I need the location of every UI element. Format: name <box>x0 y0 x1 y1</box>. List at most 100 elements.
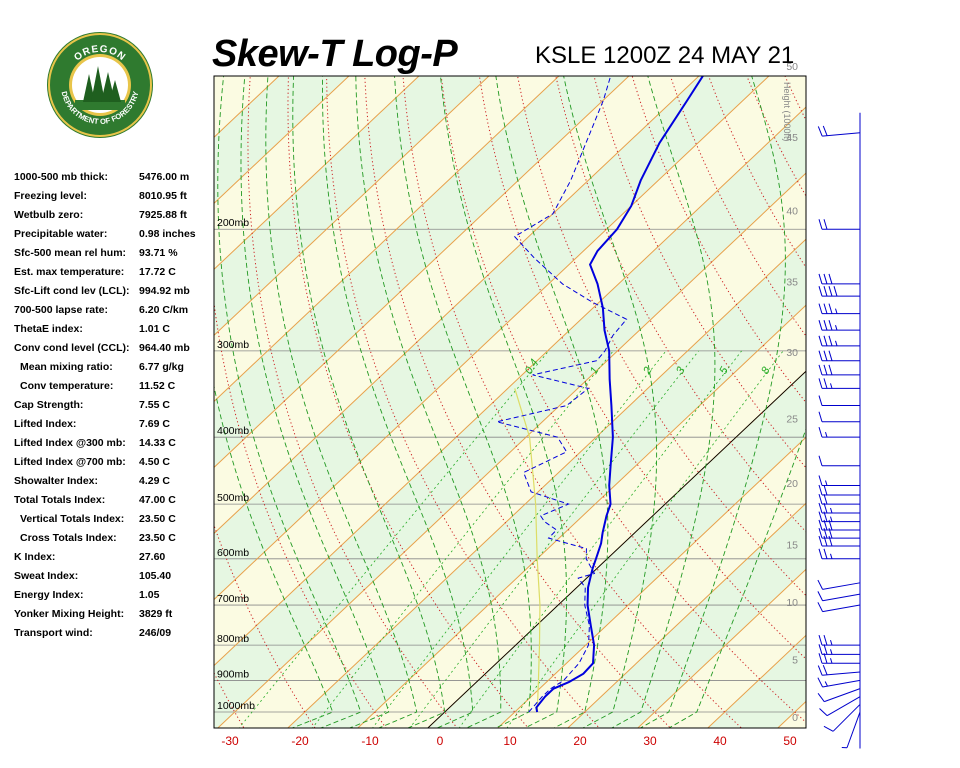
index-value: 1.01 C <box>139 323 170 335</box>
index-value: 105.40 <box>139 570 172 582</box>
temperature-profile-line <box>535 76 705 713</box>
index-label: Cross Totals Index: <box>20 532 117 544</box>
height-tick-label: 30 <box>786 347 798 359</box>
wind-barb-flag <box>817 665 823 676</box>
wind-barb-flag <box>823 320 828 331</box>
wind-barb-half-flag <box>835 325 838 331</box>
wind-barb-flag <box>818 519 823 531</box>
wind-barb <box>818 634 860 646</box>
wind-barb-half-flag <box>830 507 833 514</box>
isotherm-line <box>0 0 198 741</box>
wind-barb <box>818 320 860 331</box>
wind-barb-flag <box>818 484 823 496</box>
index-value: 5476.00 m <box>139 171 190 183</box>
wind-barb-flag <box>828 273 833 285</box>
wind-barb <box>818 335 860 347</box>
index-label: Sfc-Lift cond lev (LCL): <box>14 285 130 297</box>
dry-adiabat-line <box>877 0 960 741</box>
wind-barb-flag <box>818 511 823 522</box>
plot-border <box>213 75 807 729</box>
index-value: 7925.88 ft <box>139 209 187 221</box>
x-tick-label: -10 <box>361 734 379 748</box>
wind-barb-flag <box>823 303 828 314</box>
index-value: 14.33 C <box>139 437 176 449</box>
dry-adiabat-line <box>440 76 806 723</box>
moist-adiabat-line <box>265 76 418 728</box>
wind-barb <box>818 548 860 560</box>
wind-barb-shaft <box>822 671 861 676</box>
isotherm-line <box>0 0 128 741</box>
wind-barb-flag <box>817 126 823 137</box>
index-value: 964.40 mb <box>139 342 190 354</box>
wind-barb-flag <box>822 125 828 136</box>
height-tick-label: 40 <box>786 206 798 218</box>
isotherm-band <box>214 107 806 728</box>
pressure-label: 300mb <box>217 339 249 351</box>
wind-barb-half-flag <box>825 432 828 438</box>
dewpoint-profile-line <box>496 76 628 713</box>
wind-barb-shaft <box>824 688 861 703</box>
wind-barb <box>817 602 861 613</box>
wind-barb-half-flag <box>830 639 833 646</box>
index-value: 0.98 inches <box>139 228 196 240</box>
index-label: Lifted Index @300 mb: <box>14 437 126 449</box>
wind-barb-flag <box>823 364 828 376</box>
wind-barb-flag <box>817 591 824 601</box>
index-value: 8010.95 ft <box>139 190 187 202</box>
wind-barb <box>818 303 860 315</box>
index-label: Sweat Index: <box>14 570 79 582</box>
wind-barb-shaft <box>832 704 861 732</box>
dry-adiabat-line <box>402 76 743 728</box>
wind-barb-flag <box>823 644 828 655</box>
wind-barb-flag <box>818 364 823 376</box>
wind-barb-shaft <box>846 711 861 748</box>
moist-adiabat-line <box>563 76 658 728</box>
index-label: Total Totals Index: <box>14 494 106 506</box>
wind-barb-half-flag <box>830 383 833 389</box>
height-tick-label: 45 <box>786 132 798 144</box>
wind-barb-flag <box>823 484 828 496</box>
wind-barb <box>818 350 860 362</box>
moist-adiabat-line <box>668 427 806 728</box>
wind-barb-flag <box>818 335 823 346</box>
wind-barb-half-flag <box>824 681 828 687</box>
x-tick-label: 40 <box>713 734 727 748</box>
wind-barb <box>818 511 860 523</box>
index-value: 4.29 C <box>139 475 170 487</box>
wind-barb <box>818 364 860 376</box>
wind-barb-flag <box>822 664 828 676</box>
wind-barb-flag <box>818 475 823 486</box>
isotherm-line <box>637 568 806 728</box>
wind-barb-flag <box>823 273 828 285</box>
wind-barb-flag <box>818 395 823 406</box>
wind-barb-flag <box>818 350 823 361</box>
moist-adiabat-line <box>217 76 362 728</box>
index-value: 1.05 <box>139 589 160 601</box>
isotherm-line <box>214 76 700 535</box>
height-tick-label: 5 <box>792 655 798 667</box>
index-label: Freezing level: <box>14 190 87 202</box>
index-label: Est. max temperature: <box>14 266 125 278</box>
index-label: Showalter Index: <box>14 475 99 487</box>
pressure-label: 800mb <box>217 633 249 645</box>
mixing-ratio-line <box>238 350 550 728</box>
wind-barb-flag <box>819 708 828 717</box>
height-axis-label: Height (1000ft) <box>782 82 792 142</box>
dry-adiabat-line <box>214 671 245 728</box>
index-value: 93.71 % <box>139 247 178 259</box>
wind-barb-half-flag <box>830 553 833 559</box>
index-value: 47.00 C <box>139 494 176 506</box>
wind-barb-flag <box>818 303 823 314</box>
wind-barb-flag <box>828 364 833 376</box>
wind-barb <box>818 378 860 389</box>
wind-barb-flag <box>817 602 824 612</box>
height-tick-label: 50 <box>786 61 798 73</box>
index-value: 23.50 C <box>139 513 176 525</box>
wind-barb <box>817 688 861 703</box>
index-label: Precipitable water: <box>14 228 108 240</box>
wind-barb-flag <box>828 335 833 346</box>
moist-adiabat-line <box>610 76 716 728</box>
wind-barb <box>817 125 861 137</box>
x-tick-label: 30 <box>643 734 657 748</box>
